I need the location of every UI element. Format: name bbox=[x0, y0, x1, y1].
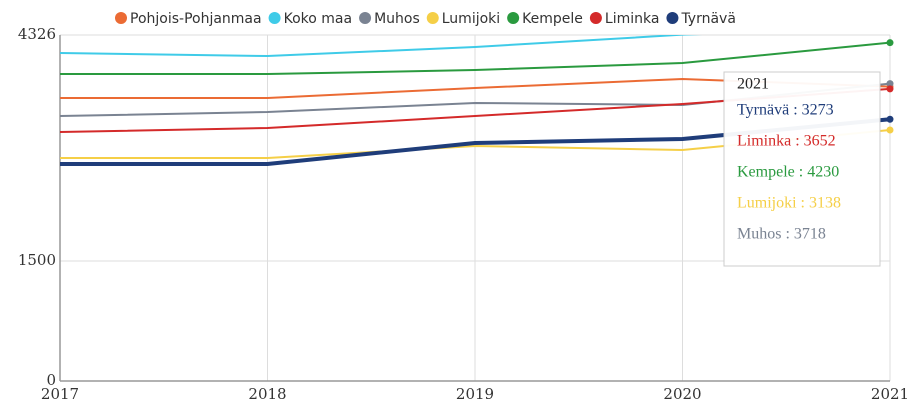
y-tick-label: 4326 bbox=[18, 25, 56, 43]
y-tick-label: 0 bbox=[46, 371, 56, 389]
point bbox=[886, 80, 894, 88]
series-line bbox=[60, 41, 891, 76]
legend-marker bbox=[115, 12, 127, 24]
x-tick-label: 2018 bbox=[248, 385, 286, 403]
point bbox=[886, 39, 894, 47]
legend-label: Liminka bbox=[605, 11, 660, 27]
x-tick-label: 2021 bbox=[871, 385, 909, 403]
x-tick-label: 2017 bbox=[41, 385, 79, 403]
point bbox=[887, 24, 894, 31]
legend-marker bbox=[589, 12, 602, 24]
legend-label: Pohjois-Pohjanmaa bbox=[130, 11, 262, 27]
point bbox=[886, 126, 894, 134]
legend-label: Koko maa bbox=[284, 11, 352, 27]
tooltip-line: Lumijoki : 3138 bbox=[737, 195, 841, 212]
series-line bbox=[59, 35, 703, 58]
legend-marker bbox=[426, 12, 439, 24]
legend-label: Muhos bbox=[374, 11, 420, 27]
x-tick-label: 2019 bbox=[456, 385, 494, 403]
legend-label: Kempele bbox=[522, 11, 583, 27]
tooltip-line: Liminka : 3652 bbox=[737, 133, 836, 150]
legend-marker bbox=[359, 12, 372, 24]
legend-marker bbox=[507, 12, 520, 24]
tooltip-line: Kempele : 4230 bbox=[737, 164, 839, 181]
point bbox=[886, 85, 894, 93]
legend-marker bbox=[268, 12, 281, 24]
tooltip-box bbox=[723, 71, 881, 267]
tooltip-line: Muhos : 3718 bbox=[737, 226, 826, 243]
legend-label: Lumijoki bbox=[442, 11, 500, 27]
legend-marker bbox=[666, 12, 679, 24]
tooltip: 2021 Tyrnävä : 3273 Liminka : 3652 Kempele … bbox=[723, 71, 881, 267]
point bbox=[886, 115, 894, 123]
tooltip-title: 2021 bbox=[737, 76, 769, 93]
y-tick-label: 1500 bbox=[18, 251, 56, 269]
x-tick-label: 2020 bbox=[663, 385, 701, 403]
legend-label: Tyrnävä bbox=[680, 11, 735, 27]
tooltip-line: Tyrnävä : 3273 bbox=[737, 102, 834, 119]
